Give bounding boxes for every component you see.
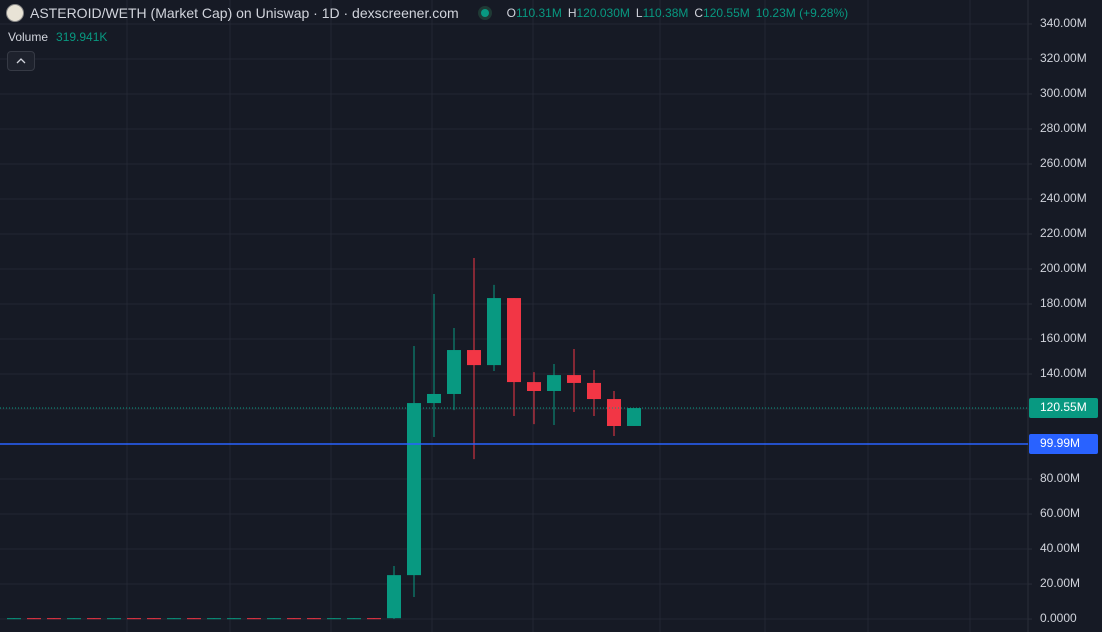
y-tick-label: 340.00M <box>1040 16 1087 30</box>
ohlc-legend: O110.31M H120.030M L110.38M C120.55M <box>507 6 756 20</box>
candle-body <box>547 375 561 391</box>
ohlc-value: 120.55M <box>703 6 750 20</box>
vertical-grid <box>126 0 971 632</box>
y-tick-label: 220.00M <box>1040 226 1087 240</box>
candle-body <box>167 618 181 620</box>
candle-body <box>487 298 501 366</box>
candle-body <box>287 618 301 620</box>
chart-title: ASTEROID/WETH (Market Cap) on Uniswap · … <box>30 5 459 21</box>
candle-body <box>207 618 221 620</box>
candle-body <box>7 618 21 620</box>
candle-body <box>347 618 361 620</box>
candle-body <box>407 403 421 576</box>
y-tick-label: 20.00M <box>1040 576 1080 590</box>
ohlc-key: C <box>694 6 704 20</box>
candle-body <box>467 350 481 366</box>
candle-body <box>447 350 461 394</box>
status-dot <box>480 9 489 17</box>
candle-body <box>227 618 241 620</box>
price-label: 99.99M <box>1040 436 1080 450</box>
candle-body <box>627 408 641 426</box>
candle-body <box>67 618 81 620</box>
token-logo <box>6 4 24 22</box>
y-tick-label: 300.00M <box>1040 86 1087 100</box>
y-tick-label: 280.00M <box>1040 121 1087 135</box>
ohlc-value: 110.31M <box>516 6 562 20</box>
candle-body <box>607 399 621 427</box>
candle-body <box>527 382 541 391</box>
candle-body <box>507 298 521 383</box>
candle-body <box>187 618 201 620</box>
y-tick-label: 80.00M <box>1040 471 1080 485</box>
candle-body <box>367 618 381 620</box>
y-tick-label: 160.00M <box>1040 331 1087 345</box>
chevron-icon <box>16 58 26 64</box>
candle-body <box>27 618 41 620</box>
candle-body <box>387 575 401 619</box>
header: ASTEROID/WETH (Market Cap) on Uniswap · … <box>6 4 854 22</box>
candle-body <box>567 375 581 383</box>
volume-value: 319.941K <box>56 30 108 44</box>
collapse-button[interactable] <box>7 51 35 71</box>
candle-body <box>87 618 101 620</box>
ohlc-value: 110.38M <box>642 6 689 20</box>
candle-body <box>147 618 161 620</box>
y-tick-label: 140.00M <box>1040 366 1087 380</box>
change-value: 10.23M (+9.28%) <box>755 6 849 20</box>
y-tick-label: 200.00M <box>1040 261 1087 275</box>
change: 10.23M (+9.28%) <box>756 6 854 20</box>
candle-body <box>267 618 281 620</box>
ohlc-key: O <box>506 6 517 20</box>
candle-body <box>587 382 601 400</box>
price-label: 120.55M <box>1040 400 1087 414</box>
candle-body <box>307 618 321 620</box>
candle-body <box>107 618 121 620</box>
price-label-box <box>1029 434 1098 455</box>
y-tick-label: 0.0000 <box>1040 611 1077 625</box>
ohlc-key: H <box>567 6 577 20</box>
y-tick-label: 240.00M <box>1040 191 1087 205</box>
candle-body <box>247 618 261 620</box>
y-tick-label: 180.00M <box>1040 296 1087 310</box>
volume-label: Volume <box>8 30 49 44</box>
y-tick-label: 260.00M <box>1040 156 1087 170</box>
candle-body <box>327 618 341 620</box>
y-tick-label: 320.00M <box>1040 51 1087 65</box>
candle-body <box>127 618 141 620</box>
ohlc-key: L <box>635 6 643 20</box>
volume: Volume 319.941K <box>8 30 107 44</box>
ohlc-value: 120.030M <box>576 6 630 20</box>
y-tick-label: 60.00M <box>1040 506 1080 520</box>
price-label-box <box>1029 398 1098 419</box>
y-tick-label: 40.00M <box>1040 541 1080 555</box>
candle-body <box>47 618 61 620</box>
candle-body <box>427 393 441 404</box>
